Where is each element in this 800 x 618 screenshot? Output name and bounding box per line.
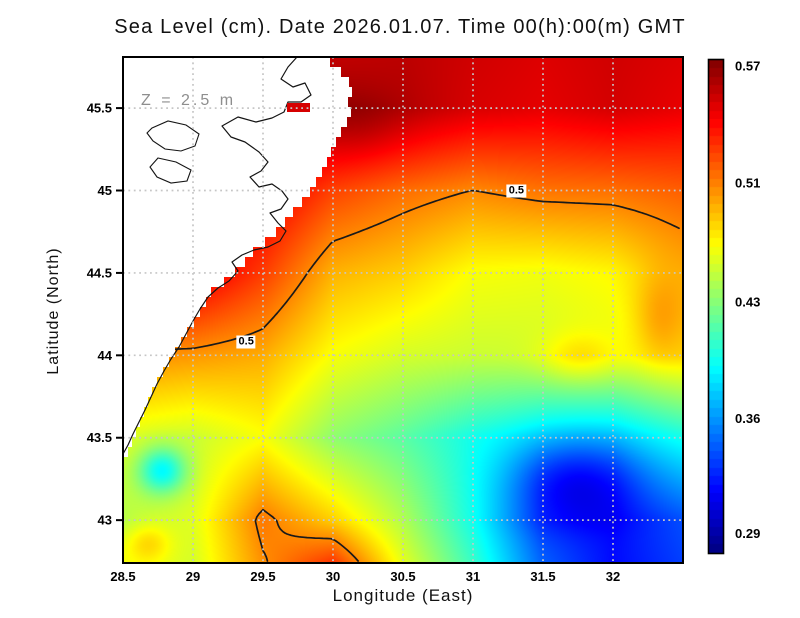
x-tick-label: 28.5 (110, 569, 135, 584)
x-tick-label: 32 (606, 569, 620, 584)
lagoon-outline (149, 157, 192, 184)
coastal-data-cell (287, 103, 310, 112)
y-tick-label: 44 (98, 348, 113, 363)
contour-label: 0.5 (506, 184, 527, 197)
colorbar-label: 0.29 (735, 526, 760, 541)
colorbar-label: 0.43 (735, 295, 760, 310)
y-tick-label: 45.5 (87, 101, 112, 116)
colorbar-label: 0.51 (735, 175, 760, 190)
contour-label: 0.5 (236, 335, 256, 349)
y-tick-label: 44.5 (87, 265, 112, 280)
y-tick-label: 45 (98, 183, 112, 198)
x-tick-label: 31.5 (530, 569, 555, 584)
chart-title: Sea Level (cm). Date 2026.01.07. Time 00… (114, 16, 686, 38)
depth-annotation: Z = 2.5 m (141, 92, 237, 109)
x-axis-label: Longitude (East) (332, 586, 474, 605)
lagoon-outline (146, 120, 200, 152)
x-tick-label: 31 (466, 569, 480, 584)
x-tick-label: 29 (186, 569, 200, 584)
colorbar-label: 0.36 (735, 411, 760, 426)
x-tick-label: 30 (326, 569, 340, 584)
colorbar-frame (707, 58, 725, 555)
x-tick-label: 29.5 (250, 569, 275, 584)
colorbar-label: 0.57 (735, 58, 760, 73)
x-tick-label: 30.5 (390, 569, 415, 584)
plot-frame (122, 56, 684, 564)
coastline (122, 56, 312, 455)
y-tick-label: 43 (98, 513, 112, 528)
y-tick-label: 43.5 (87, 430, 112, 445)
colorbar-canvas (709, 60, 723, 553)
